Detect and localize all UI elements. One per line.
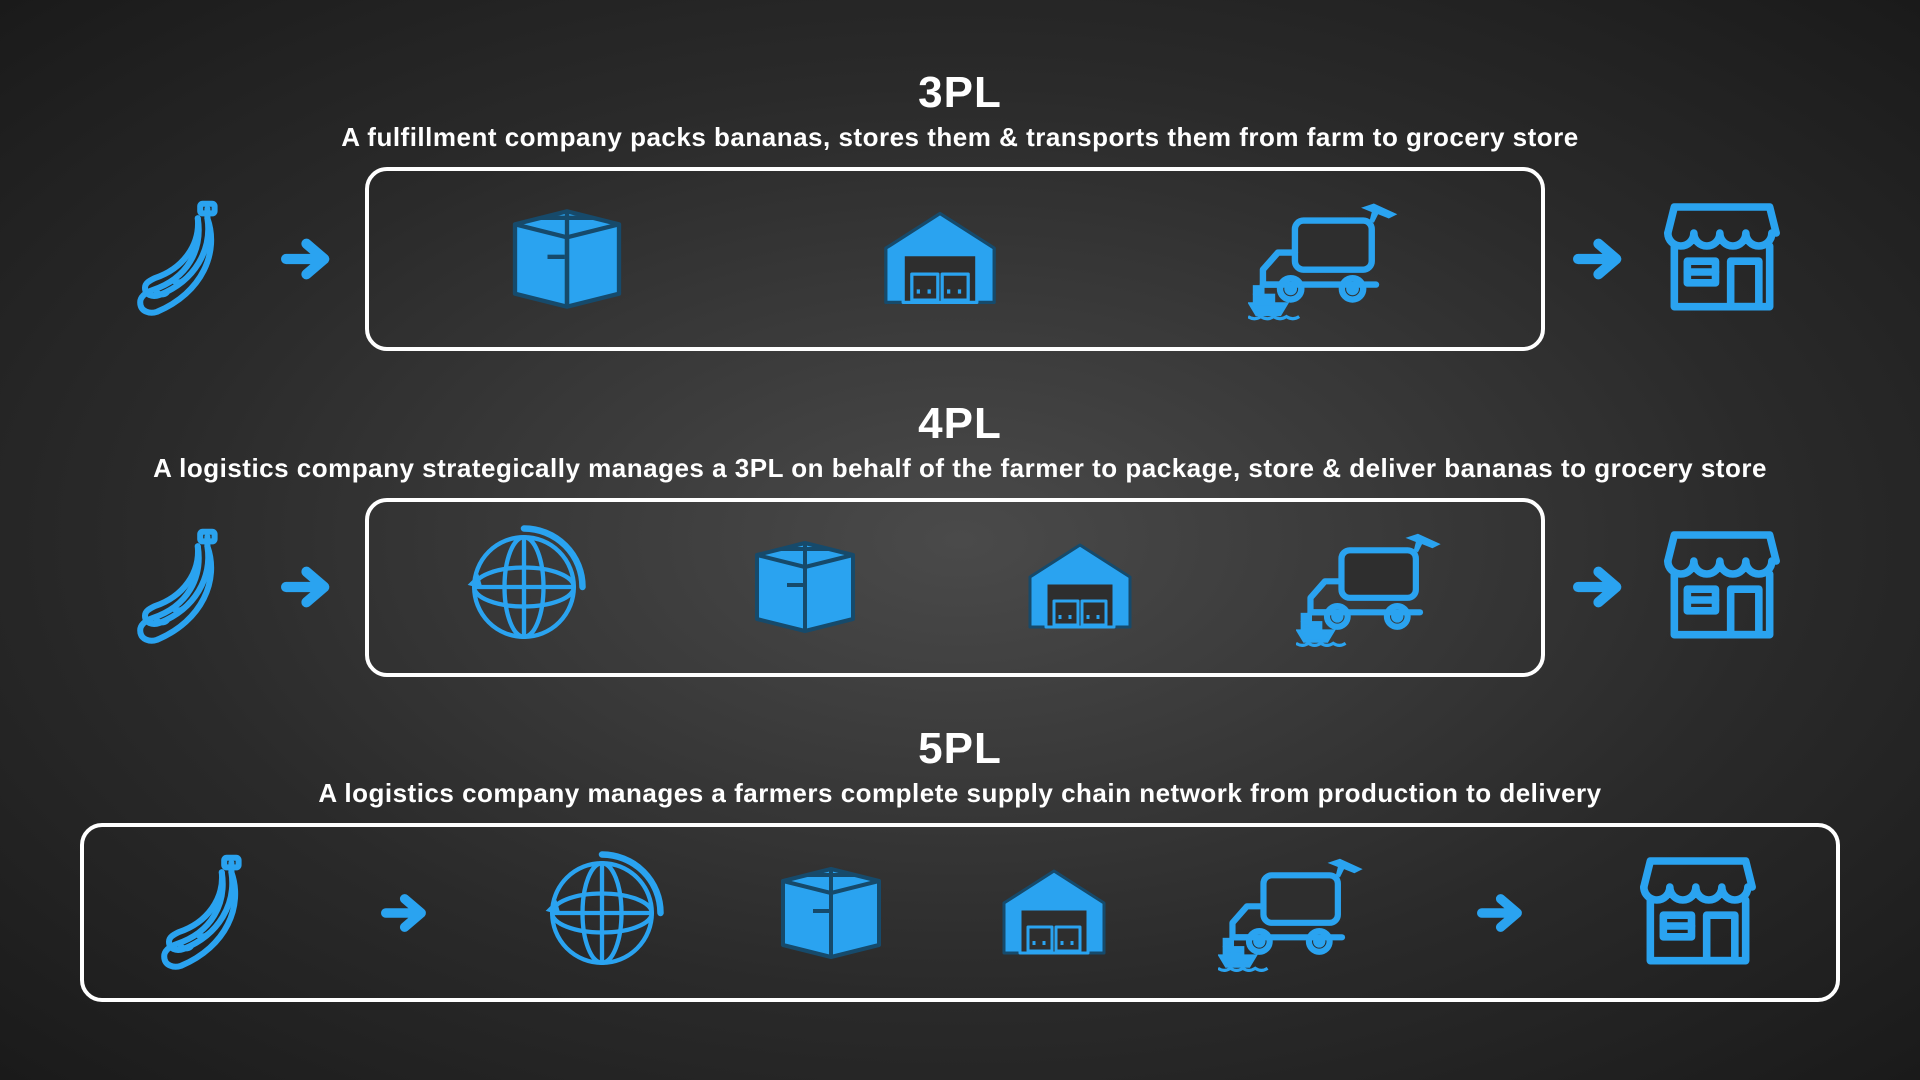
package-icon <box>771 853 891 973</box>
banana-icon <box>133 199 253 319</box>
section-4pl: 4PL A logistics company strategically ma… <box>60 399 1860 677</box>
row-4pl <box>60 498 1860 677</box>
subtitle-4pl: A logistics company strategically manage… <box>153 453 1767 484</box>
title-4pl: 4PL <box>918 399 1002 449</box>
store-icon <box>1657 194 1787 324</box>
arrow-icon <box>1573 231 1629 287</box>
arrow-icon <box>1477 887 1529 939</box>
store-icon <box>1633 848 1763 978</box>
box-4pl <box>365 498 1545 677</box>
warehouse-icon <box>875 194 1005 324</box>
banana-icon <box>133 527 253 647</box>
transport-icon <box>1218 845 1373 980</box>
row-5pl <box>60 823 1860 1002</box>
section-3pl: 3PL A fulfillment company packs bananas,… <box>60 68 1860 351</box>
box-5pl <box>80 823 1840 1002</box>
transport-icon <box>1296 520 1451 655</box>
package-icon <box>745 527 865 647</box>
warehouse-icon <box>1020 527 1140 647</box>
globe-icon <box>459 522 589 652</box>
row-3pl <box>60 167 1860 351</box>
package-icon <box>502 194 632 324</box>
arrow-icon <box>381 887 433 939</box>
globe-icon <box>537 848 667 978</box>
transport-icon <box>1248 189 1408 329</box>
subtitle-5pl: A logistics company manages a farmers co… <box>318 778 1601 809</box>
section-5pl: 5PL A logistics company manages a farmer… <box>60 724 1860 1002</box>
title-5pl: 5PL <box>918 724 1002 774</box>
box-3pl <box>365 167 1545 351</box>
subtitle-3pl: A fulfillment company packs bananas, sto… <box>341 122 1579 153</box>
store-icon <box>1657 522 1787 652</box>
arrow-icon <box>281 559 337 615</box>
banana-icon <box>157 853 277 973</box>
arrow-icon <box>281 231 337 287</box>
arrow-icon <box>1573 559 1629 615</box>
title-3pl: 3PL <box>918 68 1002 118</box>
warehouse-icon <box>994 853 1114 973</box>
